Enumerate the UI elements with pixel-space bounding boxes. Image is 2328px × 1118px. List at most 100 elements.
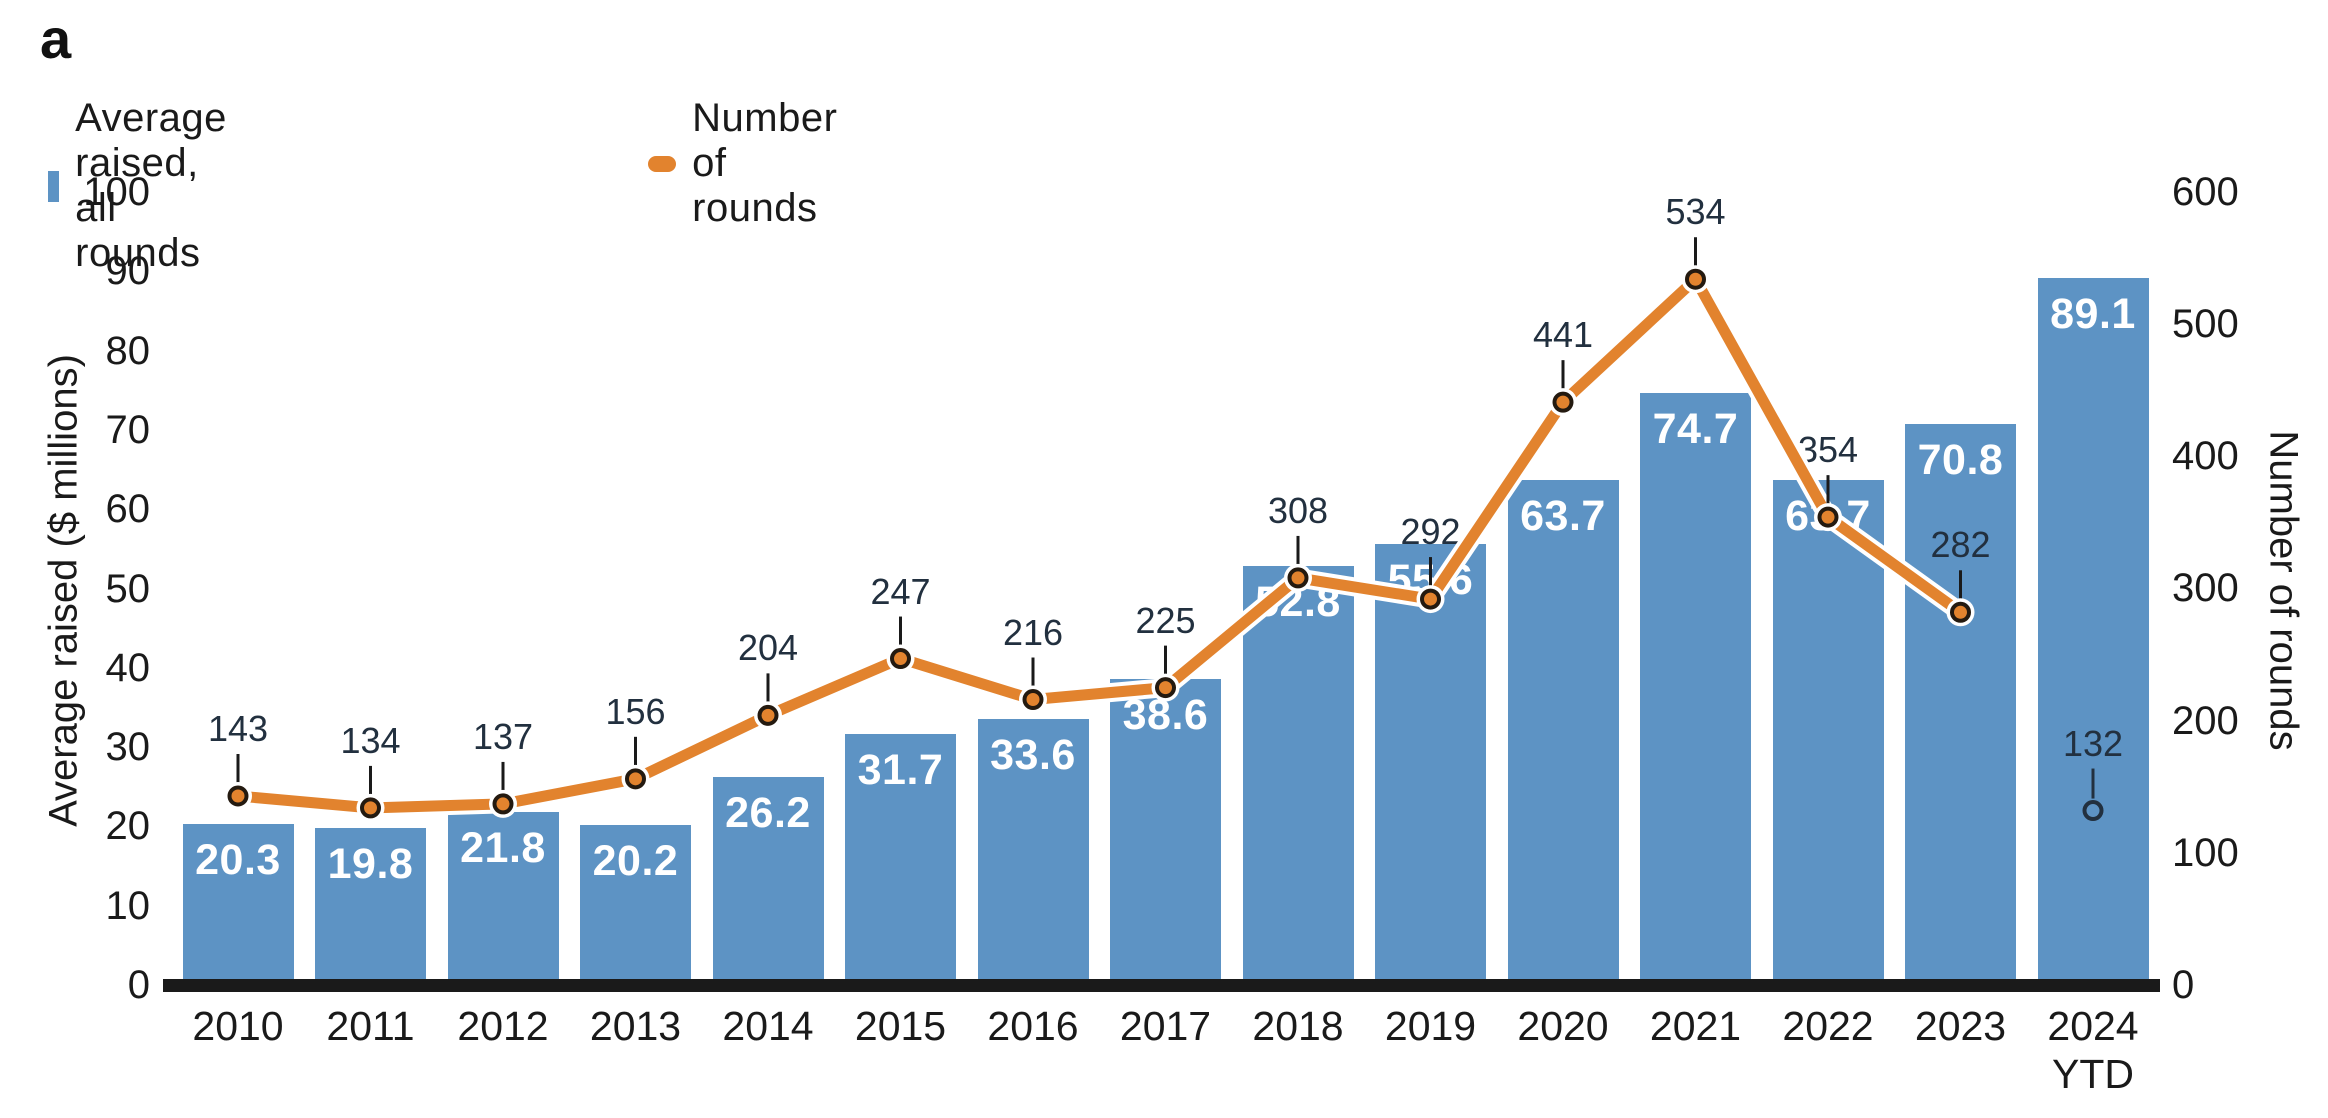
right-axis-tick: 300 [2172,566,2239,611]
x-axis-label-line: 2013 [589,1003,682,1049]
bar [580,824,691,984]
line-point-label: 143 [207,708,269,749]
x-axis-label: 2023 [1871,1002,2051,1050]
line-point-label: 247 [870,570,931,612]
x-axis-label-line: 2016 [987,1003,1079,1049]
x-axis-label-line: 2024 [2047,1003,2139,1049]
left-axis-tick: 100 [83,170,150,214]
x-axis-label: 2015 [811,1002,991,1050]
x-axis-label-line: 2023 [1914,1003,2007,1049]
bar [182,824,294,984]
line-point-label: 216 [1002,611,1064,653]
bar [447,812,559,984]
bar [2037,278,2149,984]
x-axis-label: 2024 YTD [2003,1002,2183,1098]
line-marker-halo [1681,265,1710,294]
left-axis-tick: 20 [105,804,151,849]
line-point-label: 132 [2062,722,2124,764]
x-axis-line [163,979,2160,992]
x-axis-label-line: 2014 [722,1003,814,1049]
bar-value-label: 55.6 [1387,556,1474,605]
bar-value-label: 20.3 [195,836,281,885]
x-axis-label: 2012 [413,1002,593,1050]
line-marker-halo [621,764,650,793]
x-axis-label-line: YTD [2052,1051,2134,1097]
line-marker-halo [754,701,782,730]
x-axis-label-line: 2019 [1384,1003,1477,1049]
x-axis-label: 2011 [281,1002,461,1050]
bar-value-label: 74.7 [1652,404,1739,453]
bar [315,827,426,984]
line-marker-halo [224,782,252,811]
line-marker [1685,268,1706,290]
line-marker [757,704,779,726]
x-axis-label-line: 2010 [192,1003,284,1049]
x-axis-label: 2020 [1473,1002,1653,1050]
line-point-label: 225 [1135,599,1196,641]
x-axis-label-line: 2017 [1119,1003,1212,1049]
line-swatch-icon [648,155,677,172]
left-axis-tick: 0 [127,963,150,1007]
legend-line-label: Number of rounds [692,96,838,230]
right-axis-tick: 200 [2172,698,2239,743]
x-axis-label-line: 2018 [1252,1003,1344,1049]
line-point-label: 441 [1532,314,1594,356]
x-axis-label: 2013 [546,1002,726,1050]
bar [1242,566,1354,984]
legend-item-bars: Average raised, all rounds [48,96,247,276]
line-point-label: 134 [340,719,401,761]
right-axis-tick: 400 [2172,434,2239,479]
right-axis-tick: 0 [2172,963,2195,1007]
bar [1507,479,1619,984]
x-axis-label: 2021 [1606,1002,1786,1050]
left-axis-tick: 10 [105,883,151,928]
line-marker [625,768,646,790]
x-axis-label-line: 2021 [1649,1003,1742,1049]
right-axis-tick: 600 [2172,169,2239,214]
bar [1772,479,1884,984]
x-axis-label-line: 2015 [854,1003,947,1049]
line-marker-halo [1019,685,1047,714]
bar-value-label: 19.8 [327,839,414,888]
line-marker-halo [356,793,385,822]
line-point-label: 354 [1797,429,1859,471]
bar-value-label: 20.2 [592,836,679,885]
x-axis-label-line: 2012 [457,1003,549,1049]
x-axis-label: 2017 [1076,1002,1256,1050]
bar-value-label: 89.1 [2050,290,2136,339]
line-marker [1022,689,1044,711]
bar [1640,392,1751,984]
bar [1375,544,1486,984]
bar-value-label: 38.6 [1122,690,1209,739]
x-axis-label: 2016 [943,1002,1123,1050]
line-point-label: 292 [1400,511,1461,553]
line-point-label: 282 [1930,524,1991,566]
bar-swatch-icon [48,170,60,202]
left-axis-tick: 90 [105,249,151,294]
bar-value-label: 21.8 [460,824,546,873]
panel-label: a [40,7,72,70]
line-point-label: 156 [605,690,666,732]
line-marker [360,797,381,819]
bar [1905,423,2016,984]
left-axis-tick: 70 [105,407,151,452]
line-point-label: 204 [737,627,799,669]
x-axis-label: 2014 [678,1002,858,1050]
x-axis-label-line: 2011 [326,1003,415,1049]
x-axis-label-line: 2022 [1782,1003,1874,1049]
legend-bar-label: Average raised, all rounds [75,96,227,275]
x-axis-label: 2019 [1341,1002,1521,1050]
line-marker [492,793,514,815]
line-marker [1552,391,1574,413]
right-axis-tick: 100 [2172,830,2239,875]
line-point-label: 534 [1665,191,1726,233]
x-axis-label: 2022 [1738,1002,1918,1050]
bar-value-label: 63.7 [1785,491,1871,540]
x-axis-label-line: 2020 [1517,1003,1609,1049]
bar-value-label: 63.7 [1520,491,1606,540]
x-axis-label: 2010 [148,1002,328,1050]
right-axis-tick: 500 [2172,302,2239,347]
line-marker-halo [1549,388,1577,417]
left-axis-tick: 40 [105,645,151,690]
